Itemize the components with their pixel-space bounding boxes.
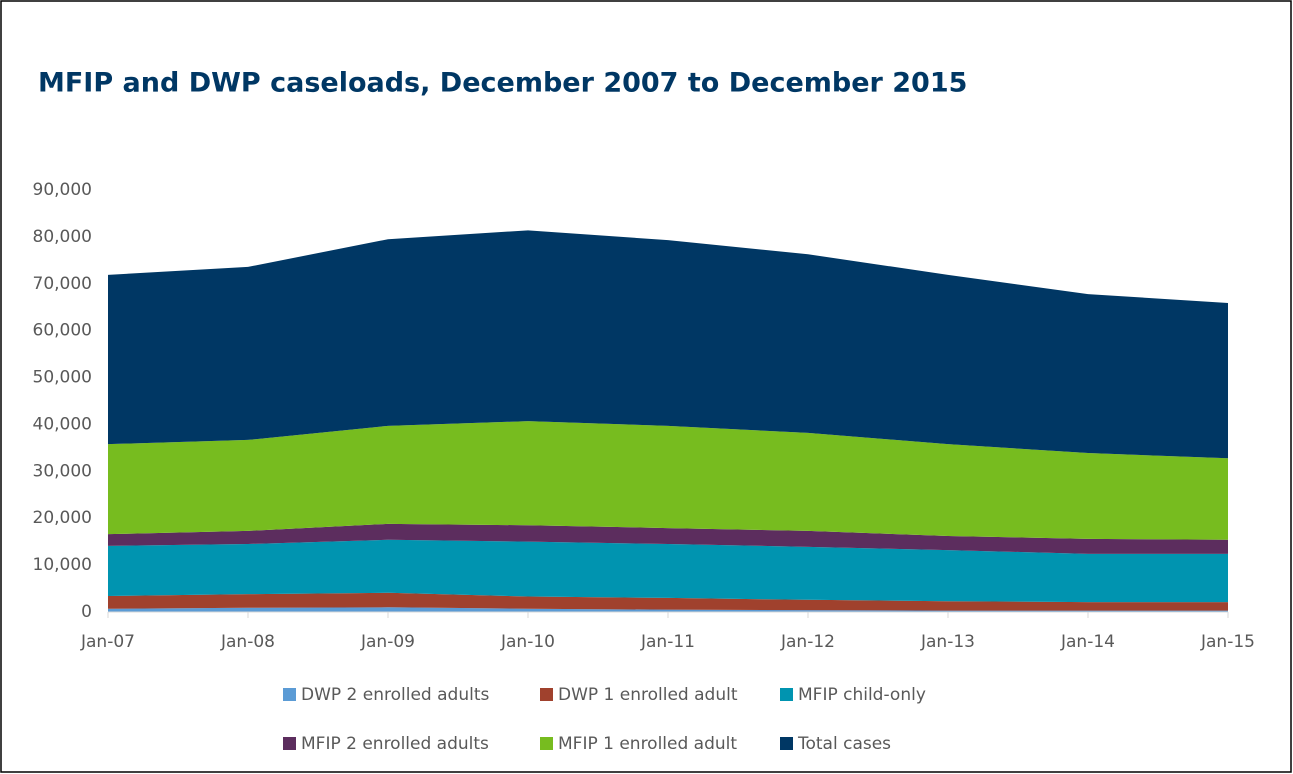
area [108, 607, 1228, 612]
legend-label: DWP 1 enrolled adult [558, 685, 738, 705]
legend-label: Total cases [797, 734, 891, 754]
y-tick-label: 80,000 [33, 227, 92, 247]
area [108, 539, 1228, 603]
legend-swatch [780, 737, 793, 750]
legend-label: MFIP 1 enrolled adult [558, 734, 737, 754]
x-tick-label: Jan-11 [640, 632, 695, 652]
plot-area: 0 10,000 20,000 30,000 40,000 50,000 60,000 70,… [33, 180, 1255, 652]
legend-swatch [283, 737, 296, 750]
legend-label: MFIP child-only [798, 685, 926, 705]
area [108, 230, 1228, 459]
legend: DWP 2 enrolled adults DWP 1 enrolled adul… [283, 685, 926, 754]
x-tick-label: Jan-07 [80, 632, 135, 652]
y-tick-label: 30,000 [33, 461, 92, 481]
x-tick-label: Jan-14 [1060, 632, 1115, 652]
chart-title: MFIP and DWP caseloads, December 2007 to… [38, 68, 967, 99]
x-tick-label: Jan-10 [500, 632, 555, 652]
legend-label: MFIP 2 enrolled adults [301, 734, 489, 754]
area [108, 523, 1228, 554]
legend-swatch [540, 737, 553, 750]
y-tick-label: 20,000 [33, 508, 92, 528]
y-tick-label: 0 [81, 602, 92, 622]
x-tick-label: Jan-12 [780, 632, 835, 652]
x-tick-label: Jan-13 [920, 632, 975, 652]
y-tick-label: 10,000 [33, 555, 92, 575]
area [108, 592, 1228, 611]
legend-swatch [780, 688, 793, 701]
area [108, 421, 1228, 540]
legend-swatch [540, 688, 553, 701]
legend-label: DWP 2 enrolled adults [301, 685, 489, 705]
x-tick-label: Jan-09 [360, 632, 415, 652]
legend-swatch [283, 688, 296, 701]
y-tick-label: 90,000 [33, 180, 92, 200]
y-tick-label: 70,000 [33, 274, 92, 294]
x-tick-label: Jan-08 [220, 632, 275, 652]
y-tick-label: 50,000 [33, 368, 92, 388]
x-tick-label: Jan-15 [1200, 632, 1255, 652]
y-tick-label: 60,000 [33, 321, 92, 341]
y-tick-label: 40,000 [33, 414, 92, 434]
